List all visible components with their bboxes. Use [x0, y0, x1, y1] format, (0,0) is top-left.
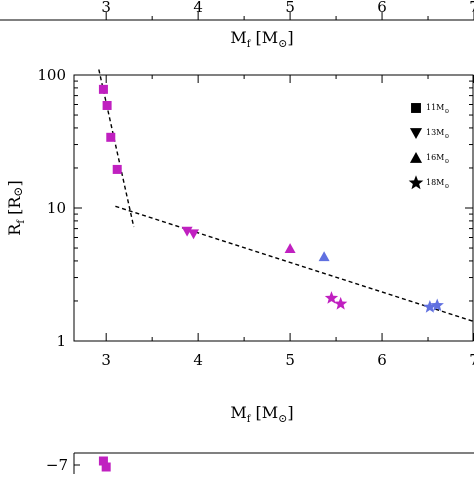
y-axis-ticks: 1 10 100 [37, 66, 473, 350]
bottom-panel-square-marker [101, 462, 111, 472]
y-tick-label: 10 [47, 199, 66, 217]
top-panel-xlabel: Mf [M⊙] [230, 28, 293, 50]
top-panel-tick-label: 6 [377, 0, 387, 16]
legend-star-icon [408, 175, 424, 190]
star-marker [324, 291, 339, 304]
legend-triangle-down-icon [409, 128, 423, 140]
main-panel: 3 4 5 6 7 1 10 100 11M⊙ 13M⊙ 16M⊙ 18M⊙ Mf [M⊙] Rf… [5, 66, 474, 425]
triangle-down-marker [188, 229, 200, 240]
square-marker [106, 132, 116, 142]
x-tick-label: 5 [285, 351, 295, 369]
top-panel: 3 4 5 6 7 Mf [M⊙] [0, 0, 474, 50]
dashed-fit-line [115, 205, 474, 323]
x-tick-label: 7 [469, 351, 474, 369]
triangle-up-marker [284, 243, 296, 254]
top-panel-tick-label: 3 [101, 0, 111, 16]
legend-label: 13M⊙ [426, 128, 449, 140]
x-tick-label: 6 [377, 351, 387, 369]
legend-triangle-up-icon [409, 151, 423, 163]
legend-label: 18M⊙ [426, 178, 449, 190]
x-axis-ticks: 3 4 5 6 7 [101, 75, 474, 369]
legend-square-icon [411, 103, 421, 113]
star-marker [430, 298, 444, 312]
top-panel-tick-label: 7 [469, 0, 474, 16]
x-tick-label: 3 [101, 351, 111, 369]
square-marker [112, 164, 122, 174]
y-axis-label: Rf [R⊙] [5, 180, 27, 235]
x-axis-label: Mf [M⊙] [230, 403, 293, 425]
top-panel-tick-label: 4 [193, 0, 203, 16]
bottom-panel: −7 [46, 452, 474, 474]
bottom-panel-square-marker [98, 456, 108, 466]
fit-lines [98, 69, 474, 323]
triangle-down-marker [181, 226, 193, 237]
star-marker [334, 296, 348, 310]
top-panel-ticks: 3 4 5 6 7 [101, 0, 474, 20]
square-marker [98, 84, 108, 94]
legend-label: 16M⊙ [426, 153, 449, 165]
star-marker [423, 300, 437, 313]
y-tick-label: 100 [37, 66, 66, 84]
top-panel-tick-label: 5 [285, 0, 295, 16]
y-tick-label: 1 [56, 332, 66, 350]
dashed-fit-line [98, 69, 135, 228]
bottom-panel-tick-label: −7 [46, 456, 68, 474]
plot-frame [73, 74, 474, 342]
square-marker [102, 100, 112, 110]
triangle-up-marker [318, 251, 330, 262]
x-tick-label: 4 [193, 351, 203, 369]
legend: 11M⊙ 13M⊙ 16M⊙ 18M⊙ [408, 103, 449, 190]
data-markers [98, 84, 444, 313]
legend-label: 11M⊙ [426, 103, 449, 115]
bottom-panel-markers [98, 456, 111, 472]
